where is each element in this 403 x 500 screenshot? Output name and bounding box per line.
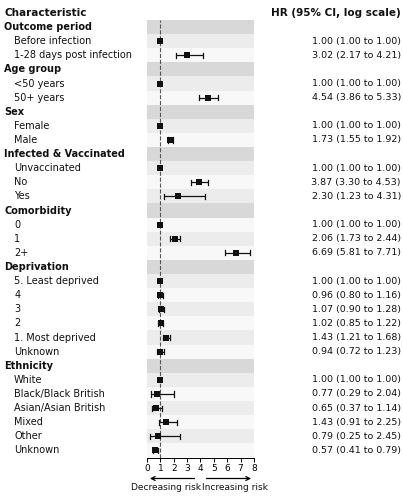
Text: 2+: 2+ — [14, 248, 28, 258]
Bar — [147, 62, 254, 76]
Bar — [147, 34, 254, 48]
Bar — [147, 344, 254, 358]
Bar — [147, 373, 254, 387]
Text: 1. Most deprived: 1. Most deprived — [14, 332, 96, 342]
Text: 3.02 (2.17 to 4.21): 3.02 (2.17 to 4.21) — [312, 51, 401, 60]
Text: 0.96 (0.80 to 1.16): 0.96 (0.80 to 1.16) — [312, 290, 401, 300]
Text: Black/Black British: Black/Black British — [14, 389, 105, 399]
Text: 6.69 (5.81 to 7.71): 6.69 (5.81 to 7.71) — [312, 248, 401, 258]
Bar — [147, 133, 254, 147]
Text: 1.00 (1.00 to 1.00): 1.00 (1.00 to 1.00) — [312, 164, 401, 172]
Bar — [147, 218, 254, 232]
Bar — [147, 288, 254, 302]
Text: 3.87 (3.30 to 4.53): 3.87 (3.30 to 4.53) — [312, 178, 401, 187]
Text: 1-28 days post infection: 1-28 days post infection — [14, 50, 132, 60]
Text: 0.77 (0.29 to 2.04): 0.77 (0.29 to 2.04) — [312, 390, 401, 398]
Bar — [147, 330, 254, 344]
Bar — [147, 119, 254, 133]
Text: HR (95% CI, log scale): HR (95% CI, log scale) — [271, 8, 401, 18]
Text: Comorbidity: Comorbidity — [4, 206, 71, 216]
Text: 0: 0 — [14, 220, 20, 230]
Text: 1.00 (1.00 to 1.00): 1.00 (1.00 to 1.00) — [312, 376, 401, 384]
Bar — [147, 302, 254, 316]
Bar — [147, 190, 254, 203]
Bar — [147, 316, 254, 330]
Text: 2: 2 — [14, 318, 21, 328]
Text: 1.00 (1.00 to 1.00): 1.00 (1.00 to 1.00) — [312, 79, 401, 88]
Text: Characteristic: Characteristic — [4, 8, 87, 18]
Text: 1.02 (0.85 to 1.22): 1.02 (0.85 to 1.22) — [312, 319, 401, 328]
Text: Mixed: Mixed — [14, 417, 43, 427]
Text: Deprivation: Deprivation — [4, 262, 69, 272]
Text: Age group: Age group — [4, 64, 61, 74]
Text: Decreasing risk: Decreasing risk — [131, 482, 202, 492]
Text: 4.54 (3.86 to 5.33): 4.54 (3.86 to 5.33) — [312, 93, 401, 102]
Text: Unknown: Unknown — [14, 346, 60, 356]
Bar — [147, 444, 254, 458]
Bar — [147, 48, 254, 62]
Text: 2.30 (1.23 to 4.31): 2.30 (1.23 to 4.31) — [312, 192, 401, 201]
Bar — [147, 387, 254, 401]
Bar — [147, 358, 254, 373]
Text: Asian/Asian British: Asian/Asian British — [14, 403, 106, 413]
Text: No: No — [14, 178, 27, 188]
Text: White: White — [14, 375, 43, 385]
Bar — [147, 104, 254, 119]
Text: Unvaccinated: Unvaccinated — [14, 163, 81, 173]
Text: Ethnicity: Ethnicity — [4, 361, 53, 371]
Text: Unknown: Unknown — [14, 446, 60, 456]
Text: 5. Least deprived: 5. Least deprived — [14, 276, 99, 286]
Bar — [147, 204, 254, 218]
Text: 0.79 (0.25 to 2.45): 0.79 (0.25 to 2.45) — [312, 432, 401, 441]
Text: 1.00 (1.00 to 1.00): 1.00 (1.00 to 1.00) — [312, 36, 401, 46]
Text: 50+ years: 50+ years — [14, 92, 64, 102]
Text: Outcome period: Outcome period — [4, 22, 92, 32]
Bar — [147, 430, 254, 444]
Text: Male: Male — [14, 135, 37, 145]
Text: 1.07 (0.90 to 1.28): 1.07 (0.90 to 1.28) — [312, 305, 401, 314]
Bar — [147, 274, 254, 288]
Bar — [147, 415, 254, 430]
Text: 2.06 (1.73 to 2.44): 2.06 (1.73 to 2.44) — [312, 234, 401, 243]
Text: 0.94 (0.72 to 1.23): 0.94 (0.72 to 1.23) — [312, 347, 401, 356]
Bar — [147, 175, 254, 190]
Text: 1.43 (0.91 to 2.25): 1.43 (0.91 to 2.25) — [312, 418, 401, 426]
Text: 1.43 (1.21 to 1.68): 1.43 (1.21 to 1.68) — [312, 333, 401, 342]
Bar — [147, 20, 254, 34]
Text: 1.00 (1.00 to 1.00): 1.00 (1.00 to 1.00) — [312, 122, 401, 130]
Bar — [147, 260, 254, 274]
Text: Other: Other — [14, 432, 42, 442]
Bar — [147, 246, 254, 260]
Text: Female: Female — [14, 121, 50, 131]
Bar — [147, 90, 254, 104]
Text: Yes: Yes — [14, 192, 30, 202]
Text: Sex: Sex — [4, 106, 24, 117]
Text: Increasing risk: Increasing risk — [202, 482, 268, 492]
Text: 4: 4 — [14, 290, 20, 300]
Text: Before infection: Before infection — [14, 36, 91, 46]
Text: 0.65 (0.37 to 1.14): 0.65 (0.37 to 1.14) — [312, 404, 401, 412]
Text: Infected & Vaccinated: Infected & Vaccinated — [4, 149, 125, 159]
Bar — [147, 147, 254, 161]
Bar — [147, 401, 254, 415]
Bar — [147, 161, 254, 175]
Text: 3: 3 — [14, 304, 20, 314]
Text: 1.00 (1.00 to 1.00): 1.00 (1.00 to 1.00) — [312, 276, 401, 285]
Bar — [147, 76, 254, 90]
Text: 0.57 (0.41 to 0.79): 0.57 (0.41 to 0.79) — [312, 446, 401, 455]
Text: <50 years: <50 years — [14, 78, 64, 88]
Text: 1: 1 — [14, 234, 20, 244]
Text: 1.73 (1.55 to 1.92): 1.73 (1.55 to 1.92) — [312, 136, 401, 144]
Text: 1.00 (1.00 to 1.00): 1.00 (1.00 to 1.00) — [312, 220, 401, 229]
Bar — [147, 232, 254, 246]
